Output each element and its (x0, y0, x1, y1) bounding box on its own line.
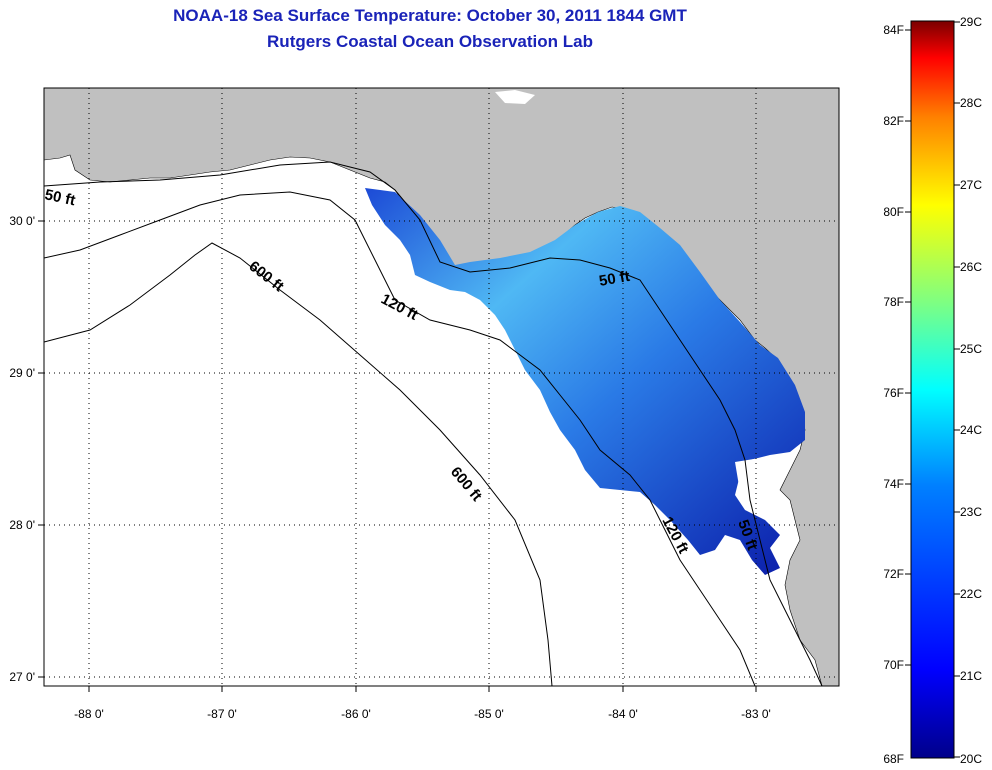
lon-tick-label: -84 0' (608, 707, 638, 721)
colorbar-c-label: 21C (960, 669, 982, 683)
cloud-gap (735, 458, 772, 500)
lon-tick-label: -88 0' (74, 707, 104, 721)
colorbar-c-label: 25C (960, 342, 982, 356)
colorbar (910, 20, 955, 759)
lon-tick-label: -86 0' (341, 707, 371, 721)
map-title: NOAA-18 Sea Surface Temperature: October… (173, 6, 687, 25)
inland-water (495, 90, 535, 104)
contour-600ft (44, 242, 553, 686)
contour-label-50ft-west: 50 ft (43, 186, 77, 209)
colorbar-f-label: 78F (883, 295, 904, 309)
colorbar-c-label: 28C (960, 96, 982, 110)
colorbar-c-label: 23C (960, 505, 982, 519)
lat-tick-label: 29 0' (9, 366, 35, 380)
lon-tick-label: -87 0' (207, 707, 237, 721)
contour-120ft (44, 191, 756, 686)
map-subtitle: Rutgers Coastal Ocean Observation Lab (267, 32, 593, 51)
colorbar-c-label: 29C (960, 15, 982, 29)
colorbar-f-label: 74F (883, 477, 904, 491)
colorbar-c-label: 22C (960, 587, 982, 601)
colorbar-f-label: 82F (883, 114, 904, 128)
lat-tick-label: 27 0' (9, 670, 35, 684)
colorbar-c-label: 24C (960, 423, 982, 437)
colorbar-f-label: 84F (883, 23, 904, 37)
lon-tick-label: -85 0' (474, 707, 504, 721)
lat-tick-label: 28 0' (9, 518, 35, 532)
colorbar-f-label: 68F (883, 752, 904, 766)
colorbar-f-label: 70F (883, 658, 904, 672)
contour-label-50ft-bigbend: 50 ft (598, 268, 631, 290)
colorbar-f-label: 72F (883, 567, 904, 581)
map-border (43, 87, 840, 687)
colorbar-f-label: 76F (883, 386, 904, 400)
colorbar-c-label: 20C (960, 752, 982, 766)
lon-tick-label: -83 0' (741, 707, 771, 721)
sst-data-region (365, 188, 805, 575)
lat-tick-label: 30 0' (9, 214, 35, 228)
colorbar-f-label: 80F (883, 205, 904, 219)
colorbar-c-label: 26C (960, 260, 982, 274)
contour-50ft (44, 161, 823, 686)
colorbar-c-label: 27C (960, 178, 982, 192)
